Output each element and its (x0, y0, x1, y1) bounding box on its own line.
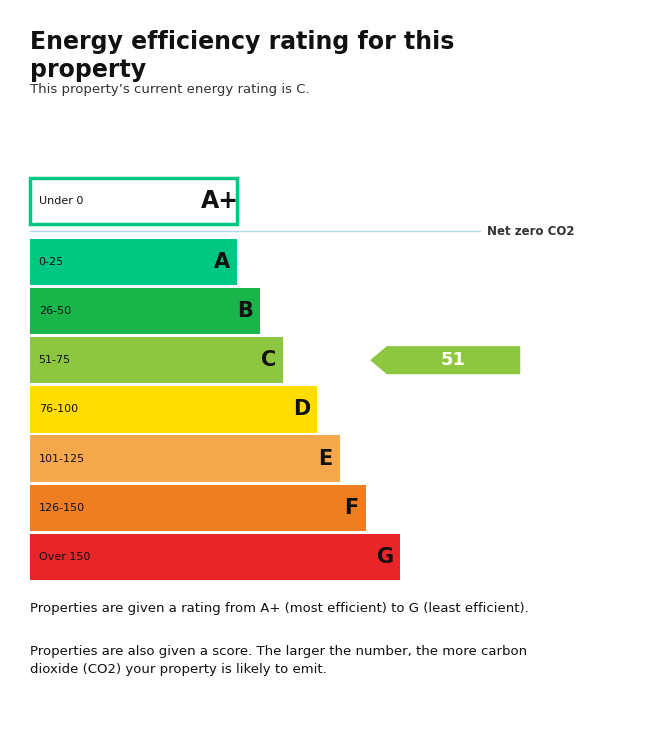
Text: 0-25: 0-25 (39, 257, 64, 267)
Text: A+: A+ (201, 189, 239, 212)
Bar (30, 178, 237, 223)
Bar (30, 337, 283, 383)
Text: Under 0: Under 0 (39, 195, 83, 206)
Text: 76-100: 76-100 (39, 404, 78, 414)
Text: This property’s current energy rating is C.: This property’s current energy rating is… (30, 83, 309, 96)
Text: 101-125: 101-125 (39, 454, 85, 464)
Text: Over 150: Over 150 (39, 552, 90, 562)
Polygon shape (370, 346, 520, 374)
Bar (30, 534, 400, 580)
Bar (30, 288, 260, 334)
Text: D: D (293, 400, 311, 420)
Text: C: C (261, 350, 276, 370)
Text: G: G (377, 547, 394, 567)
Bar (30, 386, 317, 432)
Text: Net zero CO2: Net zero CO2 (487, 225, 574, 238)
Text: 126-150: 126-150 (39, 502, 85, 513)
Bar (30, 238, 237, 285)
Bar (30, 485, 366, 531)
Text: Properties are also given a score. The larger the number, the more carbon
dioxid: Properties are also given a score. The l… (30, 645, 527, 676)
Text: Energy efficiency rating for this
property: Energy efficiency rating for this proper… (30, 30, 454, 82)
Text: 51: 51 (441, 352, 466, 369)
Text: 51-75: 51-75 (39, 355, 71, 366)
Text: A: A (214, 252, 230, 272)
Text: E: E (318, 448, 333, 468)
Text: B: B (237, 301, 253, 321)
Text: Properties are given a rating from A+ (most efficient) to G (least efficient).: Properties are given a rating from A+ (m… (30, 602, 529, 615)
Text: F: F (344, 498, 358, 518)
Bar (30, 435, 340, 482)
Text: 26-50: 26-50 (39, 306, 71, 316)
